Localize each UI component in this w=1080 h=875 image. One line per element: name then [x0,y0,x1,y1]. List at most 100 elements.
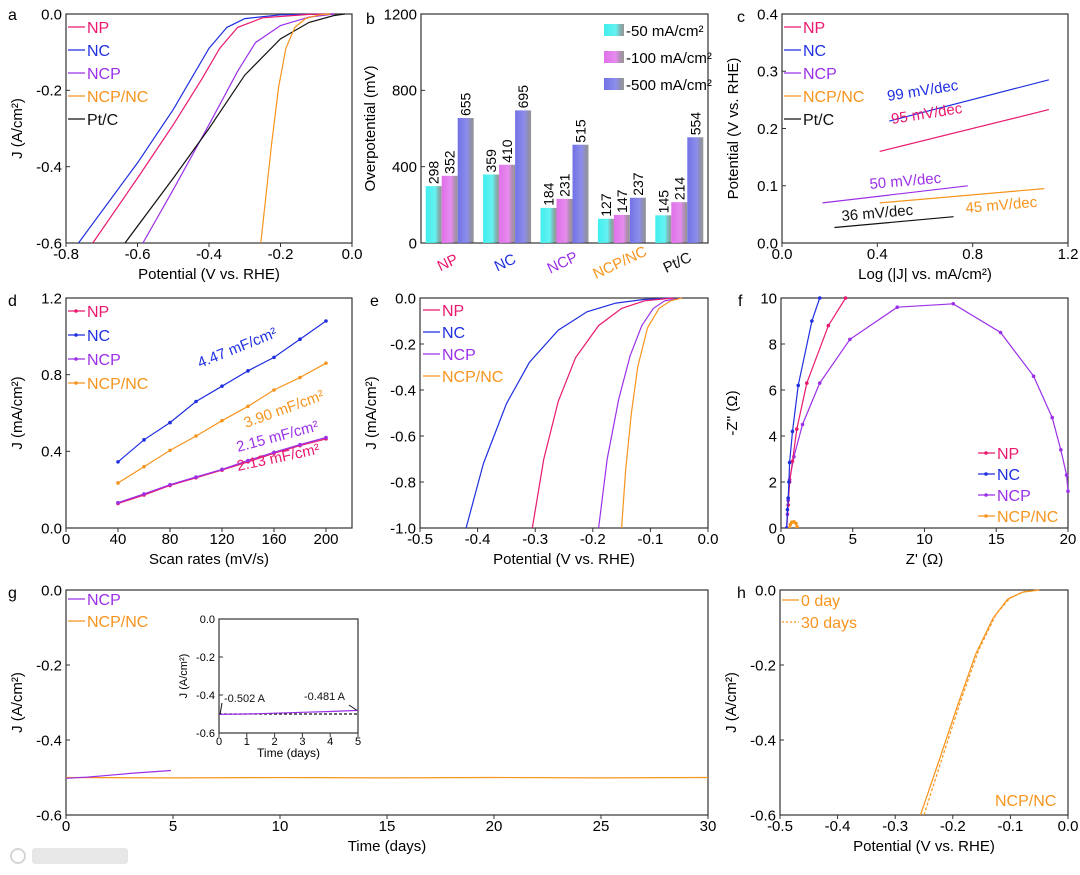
data-point [246,404,250,409]
x-tick-label: 20 [1060,531,1077,548]
y-axis-label: Potential (V vs. RHE) [725,58,742,200]
annotation: -0.481 A [304,691,346,703]
y-tick-label: -0.6 [36,235,62,252]
bar [457,118,474,243]
x-axis-label: Time (days) [348,838,427,855]
annotation: -0.502 A [224,693,266,705]
y-axis-label: J (A/cm²) [723,672,740,733]
annotation: 95 mV/dec [890,100,964,128]
y-tick-label: -0.2 [390,336,416,353]
series-line-nc [465,297,674,528]
y-tick-label: -0.6 [750,807,776,824]
y-tick-label: -0.8 [390,474,416,491]
annotation-arrow [219,702,223,715]
category-label: NP [435,251,461,275]
y-tick-label: -0.2 [36,83,62,100]
series-line-np [92,13,335,243]
x-tick-label: -0.8 [53,246,79,263]
bar-value-label: 298 [426,161,442,185]
bar-value-label: 145 [655,190,671,214]
panel-gi: -0.6 -0.4 -0.2 0.0 0 1 2 3 4 5 Time (days) J (A/cm²… [171,611,368,777]
annotation: 50 mV/dec [869,170,942,193]
data-point [810,319,814,323]
x-tick-label: 200 [313,531,338,548]
data-point [805,381,809,385]
series-line-ncp-nc [879,188,1045,204]
data-point [220,384,224,388]
legend-label: NCP/NC [87,89,148,106]
bar [499,164,516,243]
series-line-nc [786,297,821,528]
x-tick-label: 5 [849,531,857,548]
series-line-ncp [142,13,335,243]
series-line-ncp [66,769,174,779]
y-tick-label: 6 [769,382,777,399]
data-point [790,459,795,464]
series-line-30-days [923,589,1040,815]
bar-value-label: 655 [458,92,474,116]
legend-label: NC [442,325,465,342]
bar [483,174,500,243]
category-label: NC [492,251,519,276]
legend-label: NC [87,328,110,345]
category-label: NCP/NC [590,243,649,283]
x-tick-label: -0.3 [882,818,908,835]
data-point [826,323,831,328]
x-axis-label: Potential (V vs. RHE) [493,551,635,568]
data-point [1050,415,1055,420]
y-tick-label: 0.4 [41,444,62,461]
y-tick-label: 0.0 [757,235,778,252]
data-point [895,305,900,310]
x-tick-label: 0.0 [342,246,363,263]
y-tick-label: 1200 [384,6,417,23]
x-tick-label: 0.0 [772,246,793,263]
bar-value-label: 359 [483,149,499,173]
x-tick-label: 80 [162,531,179,548]
bar-value-label: 231 [557,173,573,197]
data-point [168,448,172,453]
y-tick-label: -0.4 [36,159,62,176]
data-point [324,435,328,440]
x-tick-label: 0 [62,818,70,835]
data-point [168,420,172,425]
bar [556,198,573,243]
y-axis-label: J (A/cm²) [9,98,26,159]
series-line-pt-c [124,13,345,243]
bar-value-label: 554 [687,112,703,136]
legend-label: NCP/NC [87,614,148,631]
panel-letter: c [737,9,745,26]
x-axis-label: Z' (Ω) [906,551,943,568]
legend-label: Pt/C [87,112,118,129]
data-point [220,418,224,423]
data-point [142,438,146,442]
x-tick-label: 25 [593,818,610,835]
x-tick-label: -0.1 [997,818,1023,835]
data-point [785,507,790,512]
legend-label: NP [87,304,109,321]
annotation: 36 mV/dec [841,202,914,225]
data-point [951,301,955,306]
series-line-pt-c [834,216,954,229]
y-tick-label: 1.2 [41,290,62,307]
data-point [787,460,792,465]
y-tick-label: 10 [760,290,777,307]
data-point [116,460,120,464]
bar [540,207,557,243]
data-point [1031,374,1036,379]
x-tick-label: -0.5 [407,531,433,548]
panel-f: f 0 2 4 6 8 10 0 5 10 15 20 Z' (Ω) -Z'' (Ω) NP NC NCP NCP… [724,290,1076,568]
panel-letter: h [737,585,746,602]
data-point [272,388,276,392]
panel-d: d 0.0 0.4 0.8 1.2 0 40 80 120 160 200 Scan rates (m… [8,290,353,568]
x-tick-label: 10 [272,818,289,835]
y-tick-label: -0.6 [390,428,416,445]
panel-c: c 0.0 0.1 0.2 0.3 0.4 0.0 0.4 0.8 1.2 Log (|J| vs.… [725,6,1078,283]
legend-label: NP [997,446,1019,463]
legend-swatch [604,51,624,63]
legend-swatch [604,24,624,36]
x-tick-label: -0.2 [940,818,966,835]
x-tick-label: -0.2 [268,246,294,263]
legend-label: NCP/NC [803,89,864,106]
panel-letter: e [370,293,379,310]
y-tick-label: -0.2 [196,652,215,664]
